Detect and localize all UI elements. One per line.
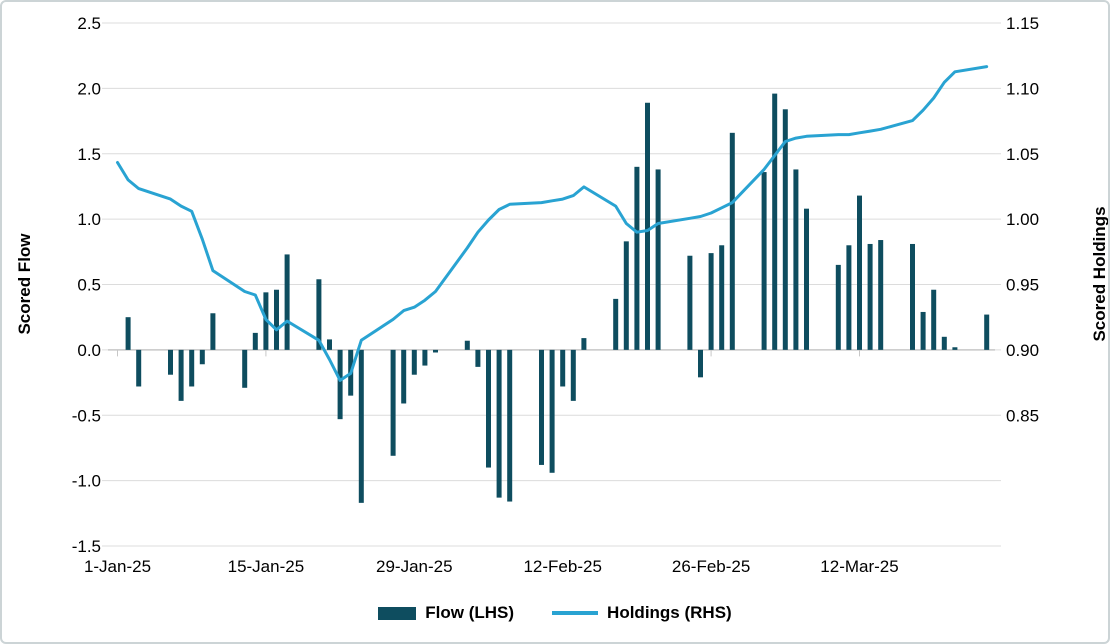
right-axis-tick-label: 0.90 xyxy=(1006,341,1039,360)
flow-bar xyxy=(570,349,576,401)
flow-bar xyxy=(210,313,216,350)
left-axis-tick-label: -1.5 xyxy=(72,537,101,556)
flow-bar xyxy=(401,349,407,404)
flow-bar xyxy=(496,349,502,498)
flow-bar xyxy=(411,349,417,375)
legend-item-holdings: Holdings (RHS) xyxy=(552,603,732,623)
flow-bar xyxy=(772,93,778,350)
left-axis-tick-label: -1.0 xyxy=(72,472,101,491)
flow-bar xyxy=(698,349,703,378)
right-axis-tick-label: 1.10 xyxy=(1006,79,1039,98)
flow-bar xyxy=(464,340,470,350)
left-axis-tick-label: 0.0 xyxy=(77,341,101,360)
left-axis-tick-label: 1.0 xyxy=(77,210,101,229)
flow-bar xyxy=(560,349,566,387)
flow-bar xyxy=(984,314,990,350)
flow-bar xyxy=(136,349,142,387)
left-axis-tick-label: 0.5 xyxy=(77,276,101,295)
right-axis-tick-label: 1.15 xyxy=(1006,14,1039,33)
flow-bar xyxy=(252,332,258,350)
left-axis-tick-label: 2.5 xyxy=(77,14,101,33)
flow-bar xyxy=(316,279,322,350)
flow-bar xyxy=(761,172,767,350)
flow-bar xyxy=(687,255,693,350)
flow-bar xyxy=(274,289,279,350)
holdings-line-swatch-icon xyxy=(552,611,599,615)
flow-bar xyxy=(910,243,915,350)
flow-bar xyxy=(125,317,131,350)
flow-bar xyxy=(422,349,428,366)
x-axis-tick-label: 12-Mar-25 xyxy=(820,557,898,576)
flow-bar xyxy=(867,243,873,350)
flow-bar xyxy=(581,338,587,350)
flow-bar xyxy=(327,339,332,350)
x-axis-tick-label: 15-Jan-25 xyxy=(228,557,305,576)
legend-holdings-label: Holdings (RHS) xyxy=(607,603,732,622)
flow-bar xyxy=(645,102,650,350)
flow-bar xyxy=(920,311,926,350)
flow-bar xyxy=(952,347,958,350)
flow-bar xyxy=(178,349,184,401)
flow-bar xyxy=(655,169,661,350)
flow-bar xyxy=(337,349,343,420)
flow-bar xyxy=(804,208,809,350)
right-axis-title: Scored Holdings xyxy=(1090,206,1109,342)
flow-bar xyxy=(941,336,947,350)
flow-bar xyxy=(857,195,862,350)
flow-bar xyxy=(835,264,841,350)
flow-bar xyxy=(623,241,629,350)
left-axis-title: Scored Flow xyxy=(15,233,34,335)
flow-bar xyxy=(878,240,884,350)
flow-bar xyxy=(284,254,290,350)
right-axis-tick-label: 0.95 xyxy=(1006,276,1039,295)
flow-bar xyxy=(168,349,173,375)
left-axis-tick-label: 1.5 xyxy=(77,145,101,164)
left-axis-tick-label: 2.0 xyxy=(77,79,101,98)
flow-bar xyxy=(486,349,491,468)
x-axis-tick-label: 1-Jan-25 xyxy=(84,557,151,576)
flow-bar xyxy=(390,349,396,456)
flow-bar xyxy=(782,109,788,350)
right-axis-tick-label: 1.00 xyxy=(1006,210,1039,229)
flow-bar xyxy=(719,245,725,350)
holdings-line xyxy=(116,65,989,382)
x-axis-tick-label: 12-Feb-25 xyxy=(523,557,601,576)
flow-bar xyxy=(242,349,248,388)
flow-bar-swatch-icon xyxy=(378,606,417,620)
flow-bar xyxy=(475,349,481,367)
flow-bar xyxy=(507,349,513,502)
flow-bar xyxy=(549,349,555,473)
legend-item-flow: Flow (LHS) xyxy=(378,603,514,623)
legend-flow-label: Flow (LHS) xyxy=(425,603,515,622)
flow-bar xyxy=(708,253,714,350)
left-axis-tick-label: -0.5 xyxy=(72,406,101,425)
chart-legend: Flow (LHS) Holdings (RHS) xyxy=(2,600,1108,626)
flow-bar xyxy=(199,349,205,365)
flow-bar xyxy=(846,245,852,350)
flow-bar xyxy=(358,349,364,503)
flow-bar xyxy=(931,289,937,350)
flow-bar xyxy=(729,132,735,350)
flow-bar xyxy=(634,166,640,350)
flow-bar xyxy=(613,298,619,350)
flow-bar xyxy=(189,349,195,387)
right-axis-tick-label: 1.05 xyxy=(1006,145,1039,164)
right-axis-tick-label: 0.85 xyxy=(1006,406,1039,425)
flow-bar xyxy=(793,169,799,350)
x-axis-tick-label: 29-Jan-25 xyxy=(376,557,453,576)
flow-bar xyxy=(433,349,438,353)
x-axis-tick-label: 26-Feb-25 xyxy=(672,557,750,576)
flow-bar xyxy=(539,349,544,465)
